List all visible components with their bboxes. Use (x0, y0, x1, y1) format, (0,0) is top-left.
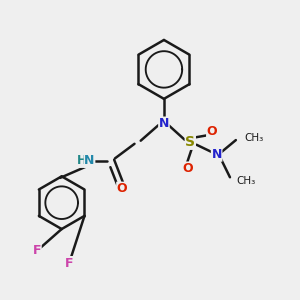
Text: N: N (84, 154, 95, 167)
Text: F: F (65, 256, 74, 270)
Text: O: O (182, 162, 193, 175)
Text: S: S (185, 135, 195, 149)
Text: CH₃: CH₃ (237, 176, 256, 186)
Text: H: H (77, 154, 87, 167)
Text: O: O (117, 182, 128, 195)
Text: N: N (212, 148, 222, 161)
Text: N: N (159, 117, 169, 130)
Text: CH₃: CH₃ (244, 133, 264, 142)
Text: F: F (33, 244, 41, 257)
Text: O: O (207, 125, 217, 138)
